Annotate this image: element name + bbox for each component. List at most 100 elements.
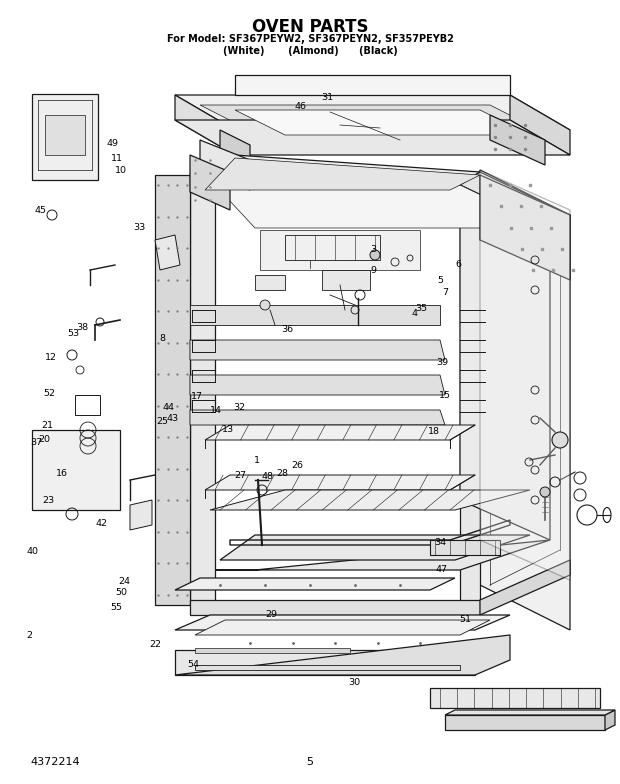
Text: 53: 53 xyxy=(67,328,79,338)
Text: 4372214: 4372214 xyxy=(30,757,79,767)
Text: 15: 15 xyxy=(439,391,451,401)
Text: 25: 25 xyxy=(156,416,169,426)
Text: 45: 45 xyxy=(34,205,46,215)
Polygon shape xyxy=(190,172,215,605)
Polygon shape xyxy=(220,535,530,560)
Text: 30: 30 xyxy=(348,677,361,687)
Polygon shape xyxy=(430,540,500,555)
Polygon shape xyxy=(130,500,152,530)
Text: 7: 7 xyxy=(442,288,448,297)
Text: 33: 33 xyxy=(133,223,146,232)
Text: 8: 8 xyxy=(159,334,166,343)
Text: 39: 39 xyxy=(436,358,449,367)
Polygon shape xyxy=(175,615,510,630)
Text: 55: 55 xyxy=(110,603,123,612)
Text: 23: 23 xyxy=(42,495,55,505)
Text: 2: 2 xyxy=(27,630,33,640)
Polygon shape xyxy=(155,235,180,270)
Text: 17: 17 xyxy=(191,392,203,401)
Text: 22: 22 xyxy=(149,640,161,649)
Text: 24: 24 xyxy=(118,577,130,586)
Text: For Model: SF367PEYW2, SF367PEYN2, SF357PEYB2: For Model: SF367PEYW2, SF367PEYN2, SF357… xyxy=(167,34,453,44)
Polygon shape xyxy=(215,155,480,185)
Polygon shape xyxy=(190,600,480,615)
Polygon shape xyxy=(200,105,545,133)
Text: 18: 18 xyxy=(428,427,440,437)
Polygon shape xyxy=(190,410,445,425)
Polygon shape xyxy=(460,172,570,228)
Polygon shape xyxy=(322,270,370,290)
Polygon shape xyxy=(445,715,605,730)
Text: 13: 13 xyxy=(222,425,234,434)
Text: 3: 3 xyxy=(370,245,376,254)
Text: 16: 16 xyxy=(56,469,68,478)
Polygon shape xyxy=(255,275,285,290)
Text: 31: 31 xyxy=(321,93,334,102)
Text: OVEN PARTS: OVEN PARTS xyxy=(252,18,368,36)
Polygon shape xyxy=(190,340,445,360)
Polygon shape xyxy=(460,172,480,605)
Text: 21: 21 xyxy=(42,421,54,430)
Text: 43: 43 xyxy=(166,414,179,423)
Polygon shape xyxy=(155,175,190,605)
Text: 48: 48 xyxy=(262,472,274,481)
Polygon shape xyxy=(210,490,530,510)
Polygon shape xyxy=(200,140,250,190)
Polygon shape xyxy=(490,115,545,165)
Polygon shape xyxy=(190,172,480,185)
Text: 12: 12 xyxy=(45,353,57,362)
Polygon shape xyxy=(235,75,510,95)
Polygon shape xyxy=(480,170,570,630)
Polygon shape xyxy=(195,648,350,653)
Circle shape xyxy=(260,300,270,310)
Text: (White)       (Almond)      (Black): (White) (Almond) (Black) xyxy=(223,46,397,56)
Polygon shape xyxy=(195,620,490,635)
Text: 26: 26 xyxy=(291,461,304,470)
Text: 27: 27 xyxy=(234,470,246,480)
Polygon shape xyxy=(260,230,420,270)
Polygon shape xyxy=(175,650,475,675)
Text: 51: 51 xyxy=(459,615,471,624)
Text: 28: 28 xyxy=(276,469,288,478)
Text: 52: 52 xyxy=(43,389,56,398)
Text: 10: 10 xyxy=(115,166,127,176)
Text: 32: 32 xyxy=(233,403,246,412)
Polygon shape xyxy=(215,185,550,228)
Text: 6: 6 xyxy=(456,260,462,270)
Polygon shape xyxy=(195,665,460,670)
Polygon shape xyxy=(480,175,570,280)
Polygon shape xyxy=(235,110,530,135)
Text: 50: 50 xyxy=(115,588,128,597)
Polygon shape xyxy=(480,560,570,615)
Text: 36: 36 xyxy=(281,325,294,334)
Polygon shape xyxy=(605,710,615,730)
Text: 44: 44 xyxy=(162,403,175,412)
Circle shape xyxy=(552,432,568,448)
Text: 46: 46 xyxy=(294,102,306,111)
Polygon shape xyxy=(205,425,475,440)
Polygon shape xyxy=(45,115,85,155)
Text: 1: 1 xyxy=(254,456,260,465)
Polygon shape xyxy=(32,94,98,180)
Text: 40: 40 xyxy=(26,547,38,557)
Text: 49: 49 xyxy=(107,139,119,148)
Text: 38: 38 xyxy=(76,323,88,332)
Polygon shape xyxy=(175,635,510,675)
Text: 47: 47 xyxy=(435,564,448,574)
Polygon shape xyxy=(190,305,440,325)
Text: 20: 20 xyxy=(38,434,51,444)
Polygon shape xyxy=(190,155,230,210)
Text: 9: 9 xyxy=(371,266,377,275)
Text: 37: 37 xyxy=(30,438,42,448)
Text: 29: 29 xyxy=(265,610,278,619)
Text: 34: 34 xyxy=(434,538,446,547)
Polygon shape xyxy=(205,475,475,490)
Polygon shape xyxy=(175,120,570,155)
Text: 4: 4 xyxy=(411,309,417,318)
Polygon shape xyxy=(205,158,480,190)
Polygon shape xyxy=(285,235,380,260)
Text: 5: 5 xyxy=(306,757,314,767)
Text: 5: 5 xyxy=(437,276,443,285)
Text: 11: 11 xyxy=(110,154,123,163)
Polygon shape xyxy=(190,375,445,395)
